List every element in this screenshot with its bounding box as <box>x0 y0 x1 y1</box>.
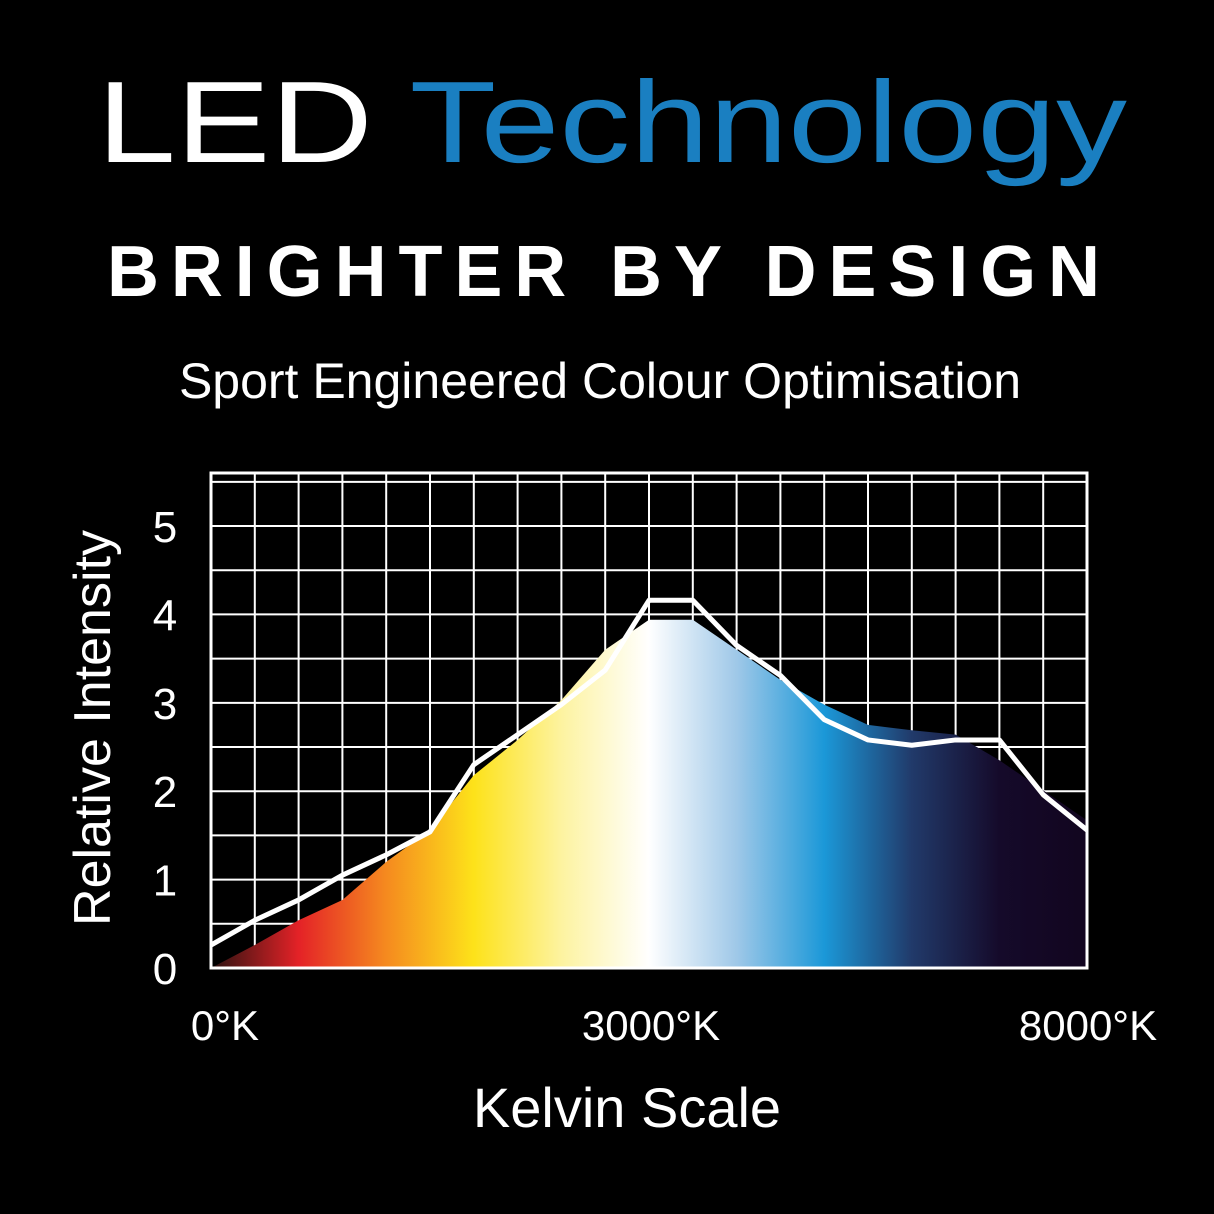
headline-led: LED <box>97 57 373 187</box>
x-axis-label: Kelvin Scale <box>473 1076 781 1139</box>
headline: LED Technology <box>97 57 1127 187</box>
headline-technology: Technology <box>410 57 1127 187</box>
y-tick-label: 5 <box>153 503 177 552</box>
y-tick-label: 2 <box>153 768 177 817</box>
y-axis-label: Relative Intensity <box>64 530 122 926</box>
intensity-line <box>209 597 1089 948</box>
x-tick-label: 0°K <box>191 1002 259 1049</box>
y-tick-label: 4 <box>153 591 177 640</box>
plot: 0 1 2 3 4 5 0°K 3000°K 8000°K Kelvin Scale Relativ… <box>64 471 1157 1139</box>
x-tick-label: 3000°K <box>582 1002 720 1049</box>
plot-frame <box>209 471 1089 970</box>
y-tick-label: 3 <box>153 680 177 729</box>
subtitle: Sport Engineered Colour Optimisation <box>179 353 1021 409</box>
spectrum-area <box>211 619 1087 968</box>
y-tick-label: 1 <box>153 857 177 906</box>
y-tick-label: 0 <box>153 945 177 994</box>
x-tick-label: 8000°K <box>1019 1002 1157 1049</box>
